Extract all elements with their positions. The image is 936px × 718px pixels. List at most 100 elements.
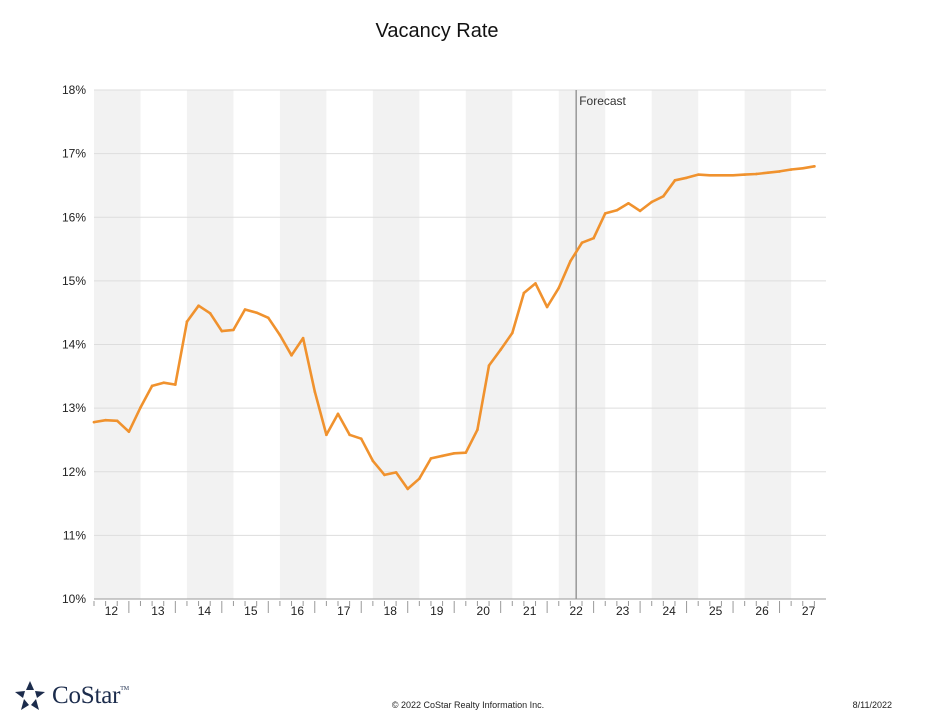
y-tick-label: 11% xyxy=(63,528,86,542)
data-point xyxy=(569,259,572,263)
data-point xyxy=(650,200,654,204)
data-point xyxy=(301,336,305,340)
x-tick-label: 21 xyxy=(523,604,537,618)
data-point xyxy=(627,201,630,205)
data-point xyxy=(813,165,816,168)
data-point xyxy=(731,173,735,177)
gridlines xyxy=(94,89,826,600)
data-point xyxy=(220,329,224,333)
data-point xyxy=(534,282,537,285)
x-tick-label: 26 xyxy=(755,604,769,618)
y-axis: 10% 11% 12% 13% 14% 15% 16% 17% 18% xyxy=(62,83,86,606)
x-tick-label: 15 xyxy=(244,604,258,618)
data-point xyxy=(592,236,595,240)
costar-star-icon xyxy=(15,681,45,710)
data-point xyxy=(325,433,328,437)
logo-text: CoStarTM xyxy=(52,682,129,709)
data-point xyxy=(510,331,514,335)
data-point xyxy=(197,304,200,307)
report-date: 8/11/2022 xyxy=(852,700,892,710)
data-point xyxy=(243,308,247,311)
data-point xyxy=(139,406,142,409)
data-point xyxy=(789,168,793,171)
data-point xyxy=(754,172,758,176)
chart-title: Vacancy Rate xyxy=(375,20,499,42)
data-point xyxy=(185,320,189,323)
x-tick-label: 20 xyxy=(477,604,491,618)
x-tick-label: 17 xyxy=(337,604,351,618)
data-point xyxy=(452,451,456,455)
data-point xyxy=(476,428,479,432)
data-point xyxy=(115,419,119,423)
data-point xyxy=(685,176,688,180)
data-point xyxy=(92,420,96,424)
copyright-notice: © 2022 CoStar Realty Information Inc. xyxy=(391,700,545,710)
data-point xyxy=(266,316,270,320)
data-point xyxy=(638,209,642,213)
data-point xyxy=(150,384,154,388)
data-point xyxy=(429,457,433,460)
data-point xyxy=(487,364,491,367)
data-point xyxy=(394,471,398,474)
y-tick-label: 18% xyxy=(62,83,86,97)
data-point xyxy=(208,312,212,315)
x-tick-label: 13 xyxy=(151,604,165,618)
data-point xyxy=(336,412,340,416)
data-point xyxy=(778,170,781,173)
costar-logo: CoStarTM xyxy=(14,678,129,714)
data-point xyxy=(127,430,131,433)
data-point xyxy=(557,286,561,290)
data-point xyxy=(708,173,712,177)
data-point xyxy=(464,451,468,454)
x-tick-label: 24 xyxy=(662,604,676,618)
data-point xyxy=(232,328,235,332)
data-point xyxy=(104,418,107,422)
data-point xyxy=(743,173,746,176)
x-tick-label: 19 xyxy=(430,604,444,618)
x-tick-label: 27 xyxy=(802,604,816,618)
data-point xyxy=(359,437,363,440)
y-tick-label: 15% xyxy=(62,274,86,288)
x-tick-label: 23 xyxy=(616,604,630,618)
data-point xyxy=(615,208,619,212)
data-point xyxy=(406,487,410,491)
data-point xyxy=(174,383,177,386)
data-point xyxy=(255,311,258,314)
data-point xyxy=(522,291,526,295)
y-tick-label: 16% xyxy=(62,210,86,224)
x-tick-label: 12 xyxy=(105,604,119,618)
data-point xyxy=(441,454,444,458)
data-point xyxy=(499,348,502,351)
data-point xyxy=(801,166,805,170)
data-point xyxy=(603,212,607,215)
data-point xyxy=(290,354,293,357)
data-point xyxy=(696,173,700,176)
data-point xyxy=(673,179,677,182)
x-tick-label: 18 xyxy=(384,604,398,618)
data-point xyxy=(766,171,770,175)
y-tick-label: 13% xyxy=(62,401,86,415)
data-point xyxy=(545,305,549,309)
forecast-label: Forecast xyxy=(579,94,626,108)
data-point xyxy=(720,173,723,177)
y-tick-label: 10% xyxy=(62,592,86,606)
x-tick-label: 16 xyxy=(291,604,305,618)
data-point xyxy=(418,477,421,481)
y-tick-label: 17% xyxy=(62,147,86,161)
x-tick-label: 14 xyxy=(198,604,212,618)
y-tick-label: 12% xyxy=(62,465,86,479)
y-tick-label: 14% xyxy=(62,338,86,352)
forecast-marker: Forecast xyxy=(575,90,627,599)
x-tick-label: 22 xyxy=(570,604,584,618)
x-tick-label: 25 xyxy=(709,604,723,618)
series xyxy=(92,165,816,491)
data-point xyxy=(383,473,386,477)
data-point xyxy=(278,333,282,337)
data-point xyxy=(580,241,584,244)
x-axis: 12 13 14 15 16 17 18 19 20 21 22 23 24 25 26 27 xyxy=(93,601,816,618)
data-point xyxy=(313,390,317,393)
data-point xyxy=(162,381,166,384)
data-point xyxy=(348,433,351,437)
data-point xyxy=(371,459,375,463)
